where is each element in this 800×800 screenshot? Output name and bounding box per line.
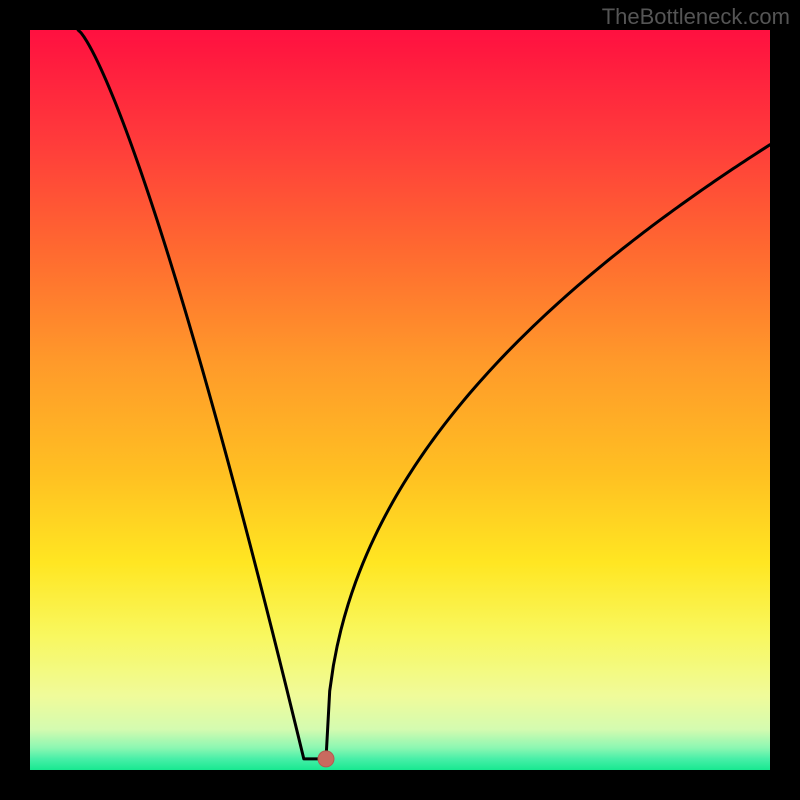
watermark-text: TheBottleneck.com	[602, 4, 790, 30]
optimum-marker	[318, 751, 334, 767]
plot-background	[30, 30, 770, 770]
bottleneck-chart	[0, 0, 800, 800]
chart-container: TheBottleneck.com	[0, 0, 800, 800]
